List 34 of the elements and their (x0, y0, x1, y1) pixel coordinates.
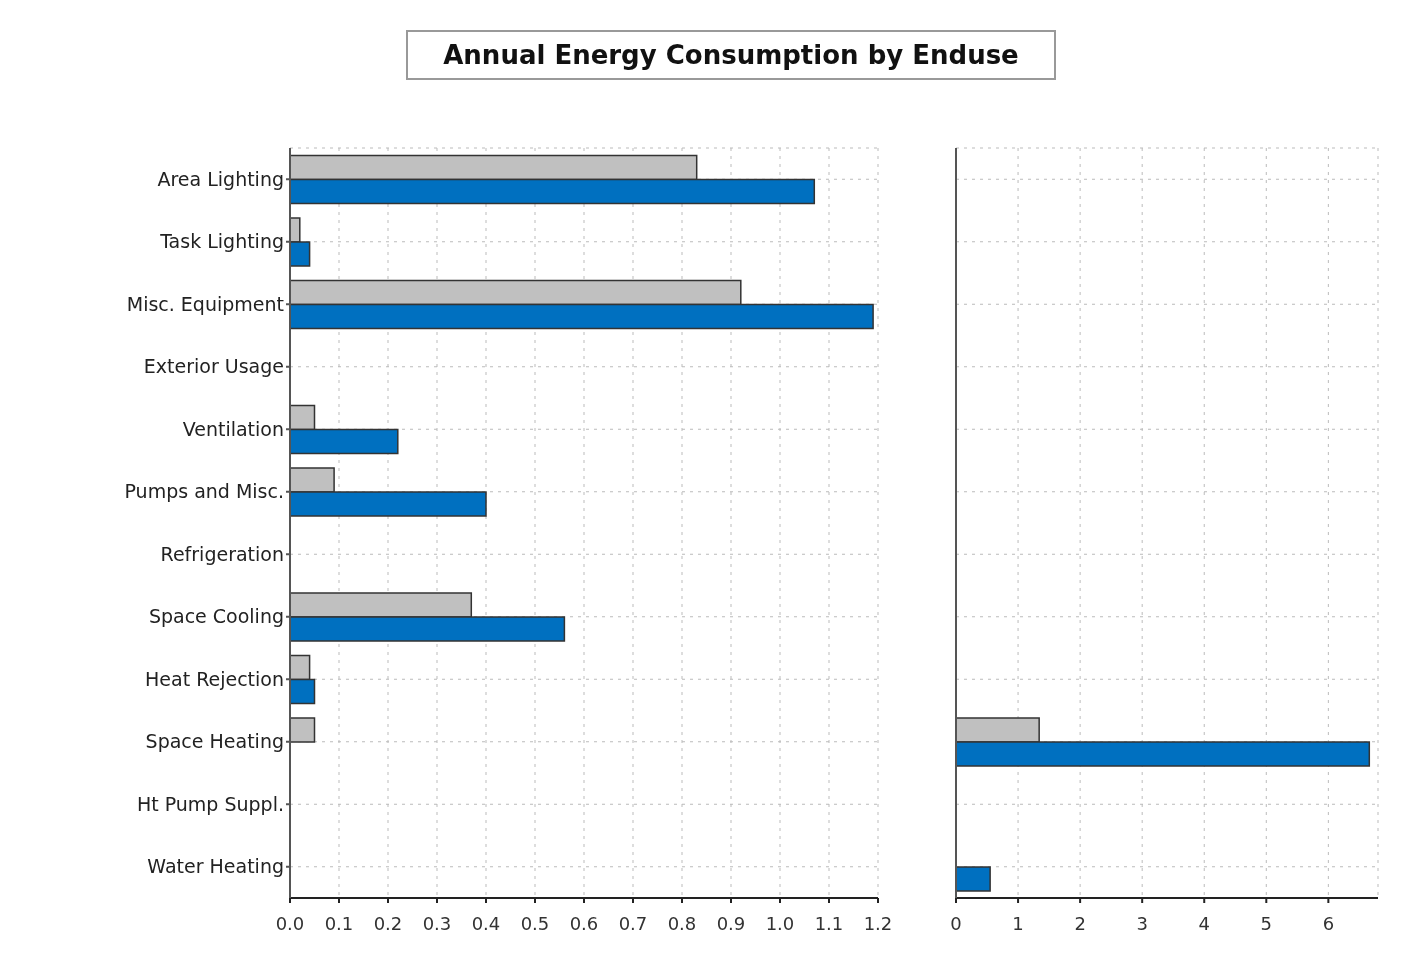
x-tick-label: 0.7 (618, 912, 648, 934)
y-tick-label: Misc. Equipment (126, 292, 284, 315)
x-tick-label: 3 (1136, 912, 1148, 934)
x-tick-label: 5 (1260, 912, 1273, 934)
x-tick-label: 4 (1198, 912, 1210, 934)
x-tick-label: 0.0 (275, 912, 305, 934)
chart-title: Annual Energy Consumption by Enduse (406, 30, 1056, 80)
y-tick-label: Ventilation (182, 417, 284, 440)
x-tick-label: 0.4 (471, 912, 501, 934)
x-tick-label: 2 (1074, 912, 1086, 934)
y-tick-label: Ht Pump Suppl. (136, 792, 284, 815)
x-tick-label: 0.3 (422, 912, 452, 934)
x-tick-label: 0.5 (520, 912, 550, 934)
x-tick-label: 6 (1322, 912, 1335, 934)
x-tick-label: 0.9 (716, 912, 746, 934)
y-tick-label: Pumps and Misc. (124, 480, 284, 503)
x-tick-label: 1.2 (863, 912, 893, 934)
x-tick-label: 1 (1012, 912, 1024, 934)
y-tick-label: Space Heating (145, 730, 284, 753)
x-tick-label: 0.8 (667, 912, 697, 934)
x-tick-label: 1.1 (814, 912, 844, 934)
y-tick-label: Task Lighting (159, 230, 284, 253)
y-tick-label: Heat Rejection (145, 667, 284, 690)
x-tick-label: 0.6 (569, 912, 599, 934)
y-tick-label: Area Lighting (157, 167, 284, 190)
x-tick-label: 0.2 (373, 912, 403, 934)
y-tick-label: Exterior Usage (143, 355, 284, 378)
x-tick-label: 1.0 (765, 912, 795, 934)
y-tick-label: Water Heating (147, 855, 284, 878)
x-tick-label: 0.1 (324, 912, 354, 934)
bar (956, 866, 991, 892)
x-tick-label: 0 (950, 912, 962, 934)
y-tick-label: Space Cooling (148, 605, 284, 628)
y-tick-label: Refrigeration (160, 542, 284, 565)
